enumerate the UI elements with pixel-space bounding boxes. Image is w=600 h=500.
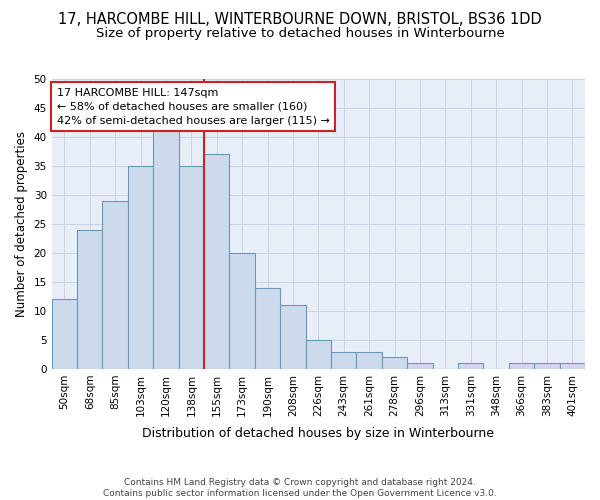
Bar <box>509 363 534 369</box>
Bar <box>103 201 128 369</box>
Bar <box>331 352 356 369</box>
Bar <box>179 166 204 369</box>
Bar <box>382 358 407 369</box>
Y-axis label: Number of detached properties: Number of detached properties <box>15 131 28 317</box>
Bar <box>204 154 229 369</box>
Bar <box>534 363 560 369</box>
Bar <box>560 363 585 369</box>
Bar <box>255 288 280 369</box>
Bar <box>407 363 433 369</box>
Text: Contains HM Land Registry data © Crown copyright and database right 2024.
Contai: Contains HM Land Registry data © Crown c… <box>103 478 497 498</box>
Bar <box>305 340 331 369</box>
Bar <box>458 363 484 369</box>
Bar <box>153 126 179 369</box>
X-axis label: Distribution of detached houses by size in Winterbourne: Distribution of detached houses by size … <box>142 427 494 440</box>
Text: Size of property relative to detached houses in Winterbourne: Size of property relative to detached ho… <box>95 28 505 40</box>
Bar <box>280 305 305 369</box>
Bar <box>128 166 153 369</box>
Bar <box>52 300 77 369</box>
Bar <box>77 230 103 369</box>
Bar <box>356 352 382 369</box>
Bar <box>229 253 255 369</box>
Text: 17, HARCOMBE HILL, WINTERBOURNE DOWN, BRISTOL, BS36 1DD: 17, HARCOMBE HILL, WINTERBOURNE DOWN, BR… <box>58 12 542 28</box>
Text: 17 HARCOMBE HILL: 147sqm
← 58% of detached houses are smaller (160)
42% of semi-: 17 HARCOMBE HILL: 147sqm ← 58% of detach… <box>57 88 330 126</box>
